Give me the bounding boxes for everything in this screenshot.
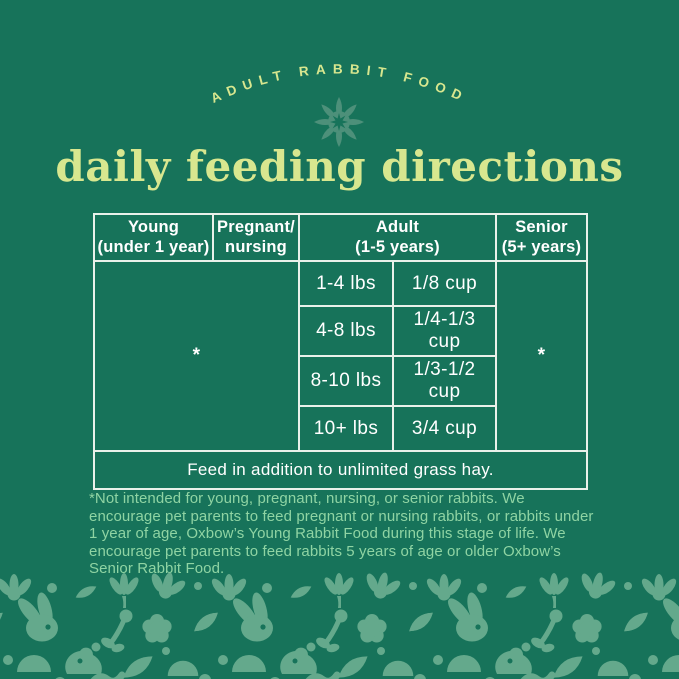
- adult-amount-cell: 1/3-1/2 cup: [392, 355, 497, 407]
- table-row: 4-8 lbs 1/4-1/3 cup: [94, 305, 587, 357]
- table-row: * 1-4 lbs 1/8 cup *: [93, 260, 588, 452]
- table-row: 8-10 lbs 1/3-1/2 cup: [94, 355, 587, 407]
- adult-amount-cell: 1/8 cup: [392, 260, 497, 307]
- senior-asterisk: *: [495, 260, 588, 452]
- arch-label: ADULT RABBIT FOOD: [208, 61, 463, 105]
- col-header-pregnant: Pregnant/ nursing: [212, 213, 300, 262]
- table-row: 10+ lbs 3/4 cup: [94, 405, 587, 452]
- col-header-young: Young (under 1 year): [93, 213, 214, 262]
- adult-weight-cell: 4-8 lbs: [298, 305, 394, 357]
- feeding-table: Young (under 1 year) Pregnant/ nursing A…: [93, 213, 588, 490]
- rabbit-pattern-band: [0, 572, 679, 679]
- table-header-row: Young (under 1 year) Pregnant/ nursing A…: [93, 213, 588, 262]
- rosette-flower-icon: [314, 97, 364, 147]
- footnote: *Not intended for young, pregnant, nursi…: [89, 490, 594, 578]
- col-header-senior: Senior (5+ years): [495, 213, 588, 262]
- page-title: daily feeding directions: [55, 142, 624, 191]
- adult-amount-cell: 3/4 cup: [392, 405, 497, 452]
- adult-weight-cell: 1-4 lbs: [298, 260, 394, 307]
- adult-weight-cell: 8-10 lbs: [298, 355, 394, 407]
- adult-amount-cell: 1/4-1/3 cup: [392, 305, 497, 357]
- grass-hay-note: Feed in addition to unlimited grass hay.: [93, 450, 588, 490]
- young-pregnant-asterisk: *: [93, 260, 300, 452]
- adult-weight-cell: 10+ lbs: [298, 405, 394, 452]
- table-footer-row: Feed in addition to unlimited grass hay.: [93, 450, 588, 490]
- col-header-adult: Adult (1-5 years): [298, 213, 497, 262]
